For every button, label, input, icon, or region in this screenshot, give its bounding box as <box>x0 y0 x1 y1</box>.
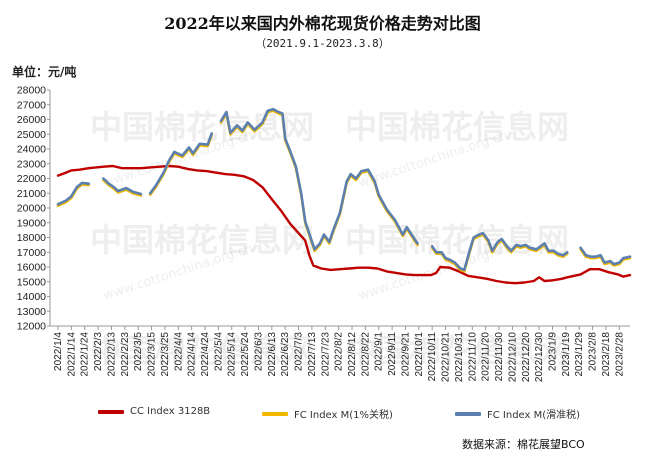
chart-subtitle: （2021.9.1-2023.3.8） <box>255 37 390 50</box>
legend-swatch-cc <box>98 409 124 414</box>
x-tick-label: 2022/8/2 <box>334 332 345 371</box>
x-tick-label: 2022/9/21 <box>400 332 411 377</box>
legend-item-fc-sliding: FC Index M(滑准税) <box>455 406 580 421</box>
x-tick-label: 2022/2/13 <box>106 332 117 377</box>
x-tick-label: 2023/1/29 <box>574 332 585 377</box>
y-tick-label: 24000 <box>17 144 46 156</box>
y-tick-label: 28000 <box>17 85 46 97</box>
x-tick-label: 2022/2/3 <box>93 332 104 371</box>
x-tick-label: 2022/11/30 <box>494 332 505 382</box>
series-line-2 <box>430 231 569 272</box>
y-tick-label: 25000 <box>17 129 46 141</box>
x-tick-label: 2022/1/4 <box>53 332 64 371</box>
x-tick-label: 2022/7/23 <box>320 332 331 377</box>
y-tick-label: 16000 <box>17 262 46 274</box>
x-tick-label: 2022/7/3 <box>294 332 305 371</box>
series-line-2 <box>219 107 419 251</box>
y-tick-label: 15000 <box>17 276 46 288</box>
y-tick-label: 21000 <box>17 188 46 200</box>
x-tick-label: 2022/11/20 <box>481 332 492 382</box>
series-line-2 <box>102 177 143 196</box>
x-tick-label: 2022/10/21 <box>441 332 452 382</box>
x-tick-label: 2022/5/4 <box>213 332 224 371</box>
x-tick-label: 2022/1/24 <box>80 332 91 377</box>
x-tick-label: 2022/3/5 <box>133 332 144 371</box>
x-tick-label: 2023/2/28 <box>614 332 625 377</box>
y-tick-label: 20000 <box>17 203 46 215</box>
x-tick-label: 2022/6/3 <box>253 332 264 371</box>
y-tick-label: 22000 <box>17 173 46 185</box>
data-source: 数据来源：棉花展望BCO <box>462 438 585 451</box>
legend-item-cc: CC Index 3128B <box>98 406 210 417</box>
x-tick-label: 2022/5/24 <box>240 332 251 377</box>
legend-label-fc-sliding: FC Index M(滑准税) <box>487 410 581 421</box>
x-tick-label: 2022/2/23 <box>120 332 131 377</box>
x-tick-label: 2022/12/10 <box>507 332 518 382</box>
y-tick-label: 23000 <box>17 158 46 170</box>
x-tick-label: 2022/6/23 <box>280 332 291 377</box>
x-tick-label: 2022/10/31 <box>454 332 465 382</box>
x-tick-label: 2022/12/20 <box>521 332 532 382</box>
x-tick-label: 2022/6/13 <box>267 332 278 377</box>
legend-label-cc: CC Index 3128B <box>130 406 211 417</box>
y-tick-label: 18000 <box>17 232 46 244</box>
series-line-1 <box>219 109 419 253</box>
y-tick-label: 27000 <box>17 99 46 111</box>
x-tick-label: 2022/3/25 <box>160 332 171 377</box>
x-tick-label: 2022/3/15 <box>147 332 158 377</box>
x-tick-label: 2022/7/13 <box>307 332 318 377</box>
x-tick-label: 2022/9/11 <box>387 332 398 376</box>
y-tick-label: 13000 <box>17 306 46 318</box>
y-tick-label: 19000 <box>17 217 46 229</box>
x-tick-label: 2022/5/14 <box>227 332 238 377</box>
x-tick-label: 2022/8/22 <box>360 332 371 377</box>
chart-title: 2022年以来国内外棉花现货价格走势对比图 <box>164 14 481 33</box>
x-tick-label: 2022/4/14 <box>187 332 198 377</box>
legend-swatch-fc-1pct <box>262 411 288 416</box>
series-line-2 <box>579 246 632 266</box>
x-tick-label: 2022/4/24 <box>200 332 211 377</box>
y-tick-label: 12000 <box>17 321 46 333</box>
legend-item-fc-1pct: FC Index M(1%关税) <box>262 406 393 421</box>
x-tick-label: 2022/12/30 <box>534 332 545 382</box>
y-tick-label: 17000 <box>17 247 46 259</box>
series-line-2 <box>56 181 90 206</box>
legend-label-fc-1pct: FC Index M(1%关税) <box>294 410 393 421</box>
x-tick-label: 2022/9/1 <box>374 332 385 371</box>
y-tick-label: 14000 <box>17 291 46 303</box>
x-tick-label: 2022/10/1 <box>414 332 425 377</box>
x-tick-label: 2022/8/12 <box>347 332 358 377</box>
x-tick-label: 2023/1/19 <box>561 332 572 377</box>
x-tick-label: 2022/4/4 <box>173 332 184 371</box>
x-tick-label: 2022/10/11 <box>427 332 438 382</box>
x-tick-label: 2023/2/8 <box>588 332 599 371</box>
y-tick-label: 26000 <box>17 114 46 126</box>
legend-swatch-fc-sliding <box>455 411 481 416</box>
x-tick-label: 2022/1/14 <box>66 332 77 377</box>
x-tick-label: 2022/11/10 <box>467 332 478 382</box>
series-line-2 <box>148 132 213 195</box>
unit-label: 单位：元/吨 <box>12 65 77 79</box>
x-tick-label: 2023/2/18 <box>601 332 612 377</box>
series-line-0 <box>56 164 632 285</box>
x-tick-label: 2023/1/9 <box>547 332 558 371</box>
